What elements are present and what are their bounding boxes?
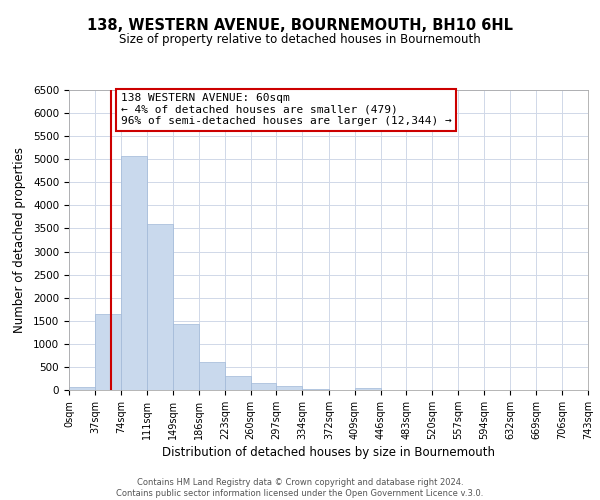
Bar: [225, 376, 251, 390]
Bar: [277, 386, 302, 390]
X-axis label: Distribution of detached houses by size in Bournemouth: Distribution of detached houses by size …: [162, 446, 495, 459]
Bar: [173, 324, 199, 390]
Y-axis label: Number of detached properties: Number of detached properties: [13, 147, 26, 333]
Bar: [146, 224, 173, 390]
Bar: [199, 362, 225, 390]
Bar: [95, 314, 121, 390]
Text: 138 WESTERN AVENUE: 60sqm
← 4% of detached houses are smaller (479)
96% of semi-: 138 WESTERN AVENUE: 60sqm ← 4% of detach…: [121, 93, 452, 126]
Text: Contains HM Land Registry data © Crown copyright and database right 2024.
Contai: Contains HM Land Registry data © Crown c…: [116, 478, 484, 498]
Bar: [302, 388, 329, 390]
Bar: [355, 388, 380, 390]
Bar: [69, 387, 95, 390]
Bar: [121, 156, 146, 390]
Text: Size of property relative to detached houses in Bournemouth: Size of property relative to detached ho…: [119, 32, 481, 46]
Text: 138, WESTERN AVENUE, BOURNEMOUTH, BH10 6HL: 138, WESTERN AVENUE, BOURNEMOUTH, BH10 6…: [87, 18, 513, 32]
Bar: [251, 383, 277, 390]
